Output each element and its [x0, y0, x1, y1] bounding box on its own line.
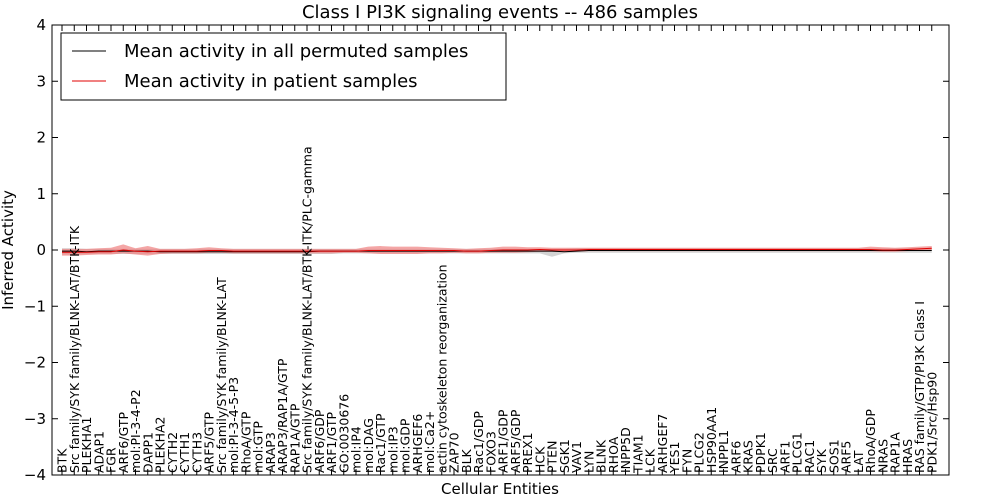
x-tick-label: mol:PI-3-4-P2	[128, 389, 143, 473]
x-tick-label: DAPP1	[140, 432, 155, 473]
x-tick-label: PTEN	[545, 441, 560, 473]
x-tick-label: HSP90AA1	[704, 407, 719, 473]
x-tick-label: ARAP3/RAP1A/GTP	[275, 358, 290, 473]
x-tick-label: SRC	[765, 448, 780, 473]
x-tick-label: SOS1	[826, 439, 841, 473]
x-tick-label: INPP5D	[618, 427, 633, 473]
x-tick-label: mol:DAG	[361, 418, 376, 473]
x-tick-label: actin cytoskeleton reorganization	[434, 264, 449, 473]
y-tick-label: 4	[36, 16, 46, 34]
y-tick-label: 2	[36, 129, 46, 147]
x-tick-label: ARF6/GTP	[116, 412, 131, 473]
y-tick-label: −4	[24, 466, 46, 484]
x-tick-label: GO:0030676	[336, 394, 351, 473]
x-tick-label: Src family/SYK family/BLNK-LAT	[214, 277, 229, 473]
x-tick-label: ARF1/GDP	[496, 409, 511, 473]
x-tick-label: mol:PI-3-4-5-P3	[226, 377, 241, 473]
x-tick-label: ARF1/GTP	[324, 412, 339, 473]
x-tick-label: FGR	[104, 447, 119, 473]
x-tick-label: SGK1	[557, 439, 572, 473]
y-axis-label: Inferred Activity	[0, 190, 17, 310]
x-tick-label: PREX1	[520, 432, 535, 473]
x-tick-label: LYN	[581, 451, 596, 473]
x-tick-label: VAV1	[569, 441, 584, 473]
series-lines	[62, 247, 932, 253]
y-tick-label: −3	[24, 410, 46, 428]
x-tick-label: RHOA	[606, 436, 621, 473]
x-tick-label: RhoA/GDP	[863, 409, 878, 473]
x-tick-label: PLEKHA2	[153, 416, 168, 473]
y-tick-label: 1	[36, 185, 46, 203]
legend-label-0: Mean activity in all permuted samples	[124, 41, 468, 62]
y-tick-label: −2	[24, 354, 46, 372]
x-axis-label: Cellular Entities	[441, 480, 559, 498]
x-tick-label: mol:IP4	[349, 426, 364, 473]
x-tick-label: FYN	[679, 449, 694, 473]
x-tick-label: RAP1A/GTP	[287, 403, 302, 473]
x-tick-label: ARAP3	[263, 432, 278, 473]
x-tick-label: LCK	[643, 448, 658, 473]
x-tick-label: ARF5/GDP	[508, 409, 523, 473]
x-tick-label: BLNK	[594, 439, 609, 473]
x-tick-label: CYTH2	[165, 432, 180, 473]
legend: Mean activity in all permuted samples Mea…	[60, 32, 507, 101]
x-tick-label: ARF6/GDP	[312, 409, 327, 473]
x-tick-label: RAC1	[802, 440, 817, 473]
x-tick-label: RAP1A	[888, 432, 903, 473]
x-tick-label: YES1	[667, 442, 682, 474]
x-tick-label: CYTH3	[189, 432, 204, 473]
y-tick-label: 3	[36, 72, 46, 90]
x-tick-label: Src family/SYK family/BLNK-LAT/BTK-ITK	[67, 225, 82, 473]
x-tick-label: PLEKHA1	[79, 416, 94, 473]
x-tick-label: KRAS	[741, 440, 756, 473]
x-tick-label: CYTH1	[177, 432, 192, 473]
chart-title: Class I PI3K signaling events -- 486 sam…	[302, 2, 698, 23]
x-tick-label: mol:Ca2+	[422, 411, 437, 473]
x-tick-label: HCK	[532, 446, 547, 473]
x-tick-label: Src family/SYK family/BLNK-LAT/BTK-ITK/P…	[300, 146, 315, 473]
x-tick-label: PLCG1	[790, 432, 805, 473]
y-axis: 4 3 2 1 0 −1 −2 −3 −4	[24, 16, 949, 484]
line-series-1	[62, 247, 932, 253]
x-tick-label: ADAP1	[91, 431, 106, 473]
x-tick-label: ARF5/GTP	[202, 412, 217, 473]
x-tick-label: ARHGEF7	[655, 414, 670, 473]
x-tick-label: BLK	[459, 448, 474, 473]
x-tick-label: PDPK1	[753, 432, 768, 473]
x-tick-label: ZAP70	[447, 432, 462, 473]
x-tick-label: ARF5	[839, 441, 854, 473]
x-tick-label: PDK1/Src/Hsp90	[924, 372, 939, 473]
x-tick-label: SYK	[814, 448, 829, 473]
x-tick-label: mol:GTP	[251, 421, 266, 473]
x-tick-label: NRAS	[875, 439, 890, 473]
x-tick-label: INPPL1	[716, 430, 731, 473]
x-tick-label: BTK	[55, 448, 70, 473]
x-tick-label: Rac1/GTP	[373, 413, 388, 473]
legend-box	[60, 32, 507, 101]
x-tick-label: Rac1/GDP	[471, 411, 486, 473]
x-tick-label: mol:IP3	[385, 426, 400, 473]
line-series-0	[62, 250, 932, 253]
x-tick-label: LAT	[851, 450, 866, 473]
x-tick-label: RhoA/GTP	[238, 411, 253, 473]
x-tick-label: ARHGEF6	[410, 414, 425, 473]
y-tick-label: −1	[24, 297, 46, 315]
x-tick-label: RAS family/GTP/PI3K Class I	[912, 301, 927, 473]
x-tick-label: ARF6	[728, 441, 743, 473]
x-tick-label: HRAS	[900, 439, 915, 473]
x-tick-label: ARF1	[777, 441, 792, 473]
x-tick-label: FOXO3	[483, 431, 498, 473]
legend-label-1: Mean activity in patient samples	[124, 71, 418, 92]
x-tick-label: TIAM1	[630, 434, 645, 474]
y-tick-label: 0	[36, 241, 46, 259]
x-tick-label: mol:GDP	[398, 418, 413, 473]
x-tick-label: PLCG2	[692, 432, 707, 473]
